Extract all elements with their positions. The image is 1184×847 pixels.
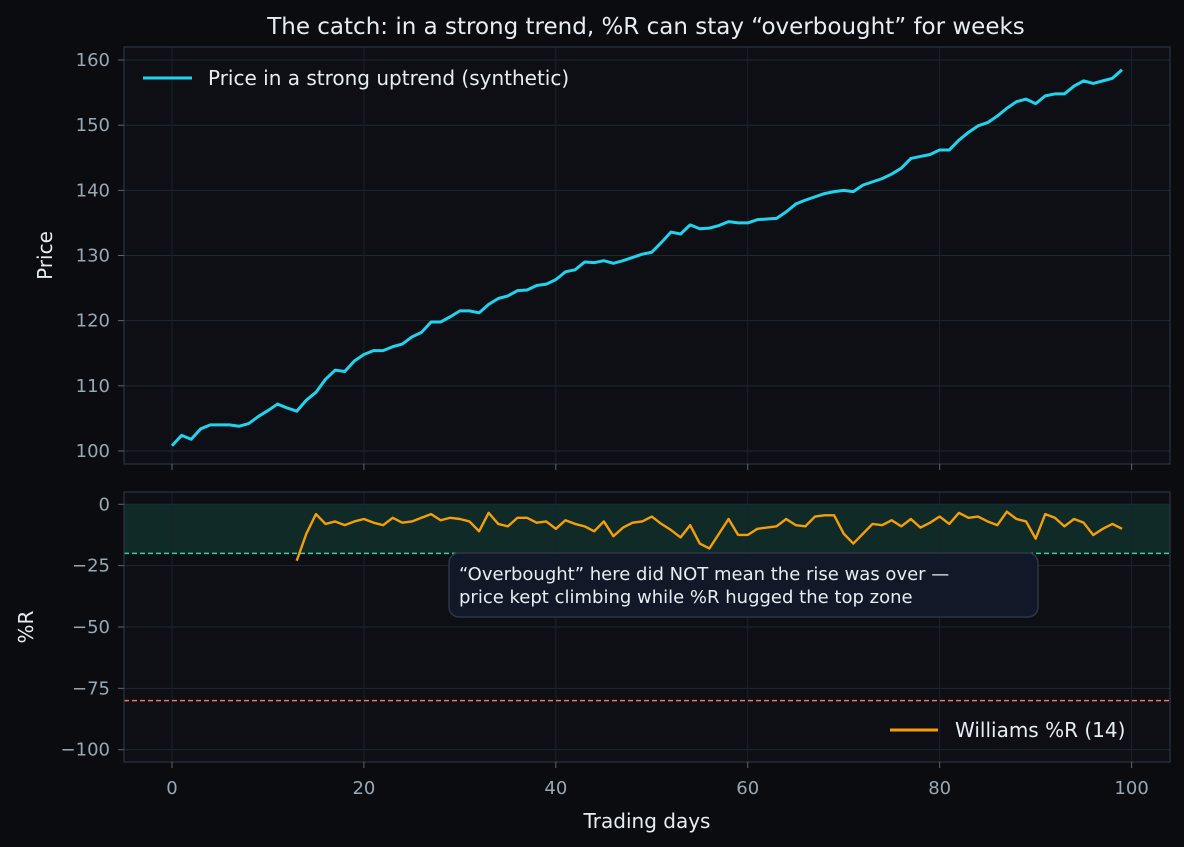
y-tick-label: 130 — [76, 246, 110, 267]
series-line-price — [170, 68, 1124, 447]
x-tick-label: 80 — [928, 778, 951, 799]
annotation-text: price kept climbing while %R hugged the … — [459, 587, 913, 608]
y-tick-label: 140 — [76, 180, 110, 201]
x-axis-label: Trading days — [583, 809, 711, 833]
x-tick-label: 100 — [1114, 778, 1148, 799]
y-tick-label: 110 — [76, 376, 110, 397]
x-tick-label: 60 — [736, 778, 759, 799]
x-tick-label: 20 — [352, 778, 375, 799]
annotation-text: “Overbought” here did NOT mean the rise … — [459, 564, 949, 585]
y-tick-label: −25 — [72, 556, 110, 577]
panel-williams: 0 −25 −50 −75 −100 0 20 40 60 80 100 %R Williams %R … — [14, 491, 1171, 799]
y-tick-label: 160 — [76, 50, 110, 71]
series-line-williams — [295, 510, 1123, 562]
legend-label: Price in a strong uptrend (synthetic) — [208, 66, 569, 90]
panel-price: 100 110 120 130 140 150 160 Price Price in a str… — [33, 46, 1171, 470]
y-tick-label: 100 — [76, 441, 110, 462]
y-axis-label: %R — [14, 610, 38, 643]
chart-title: The catch: in a strong trend, %R can sta… — [266, 14, 1025, 40]
y-tick-label: −75 — [72, 678, 110, 699]
y-tick-label: −100 — [61, 740, 110, 761]
annotation: “Overbought” here did NOT mean the rise … — [448, 552, 1039, 618]
y-tick-label: −50 — [72, 617, 110, 638]
y-tick-label: 120 — [76, 311, 110, 332]
x-tick-label: 0 — [166, 778, 177, 799]
overbought-zone — [124, 504, 1170, 554]
annotation-box — [448, 552, 1039, 618]
y-tick-label: 150 — [76, 115, 110, 136]
y-axis-label: Price — [33, 231, 57, 280]
legend-label: Williams %R (14) — [955, 718, 1125, 742]
x-tick-label: 40 — [544, 778, 567, 799]
y-tick-label: 0 — [99, 494, 110, 515]
